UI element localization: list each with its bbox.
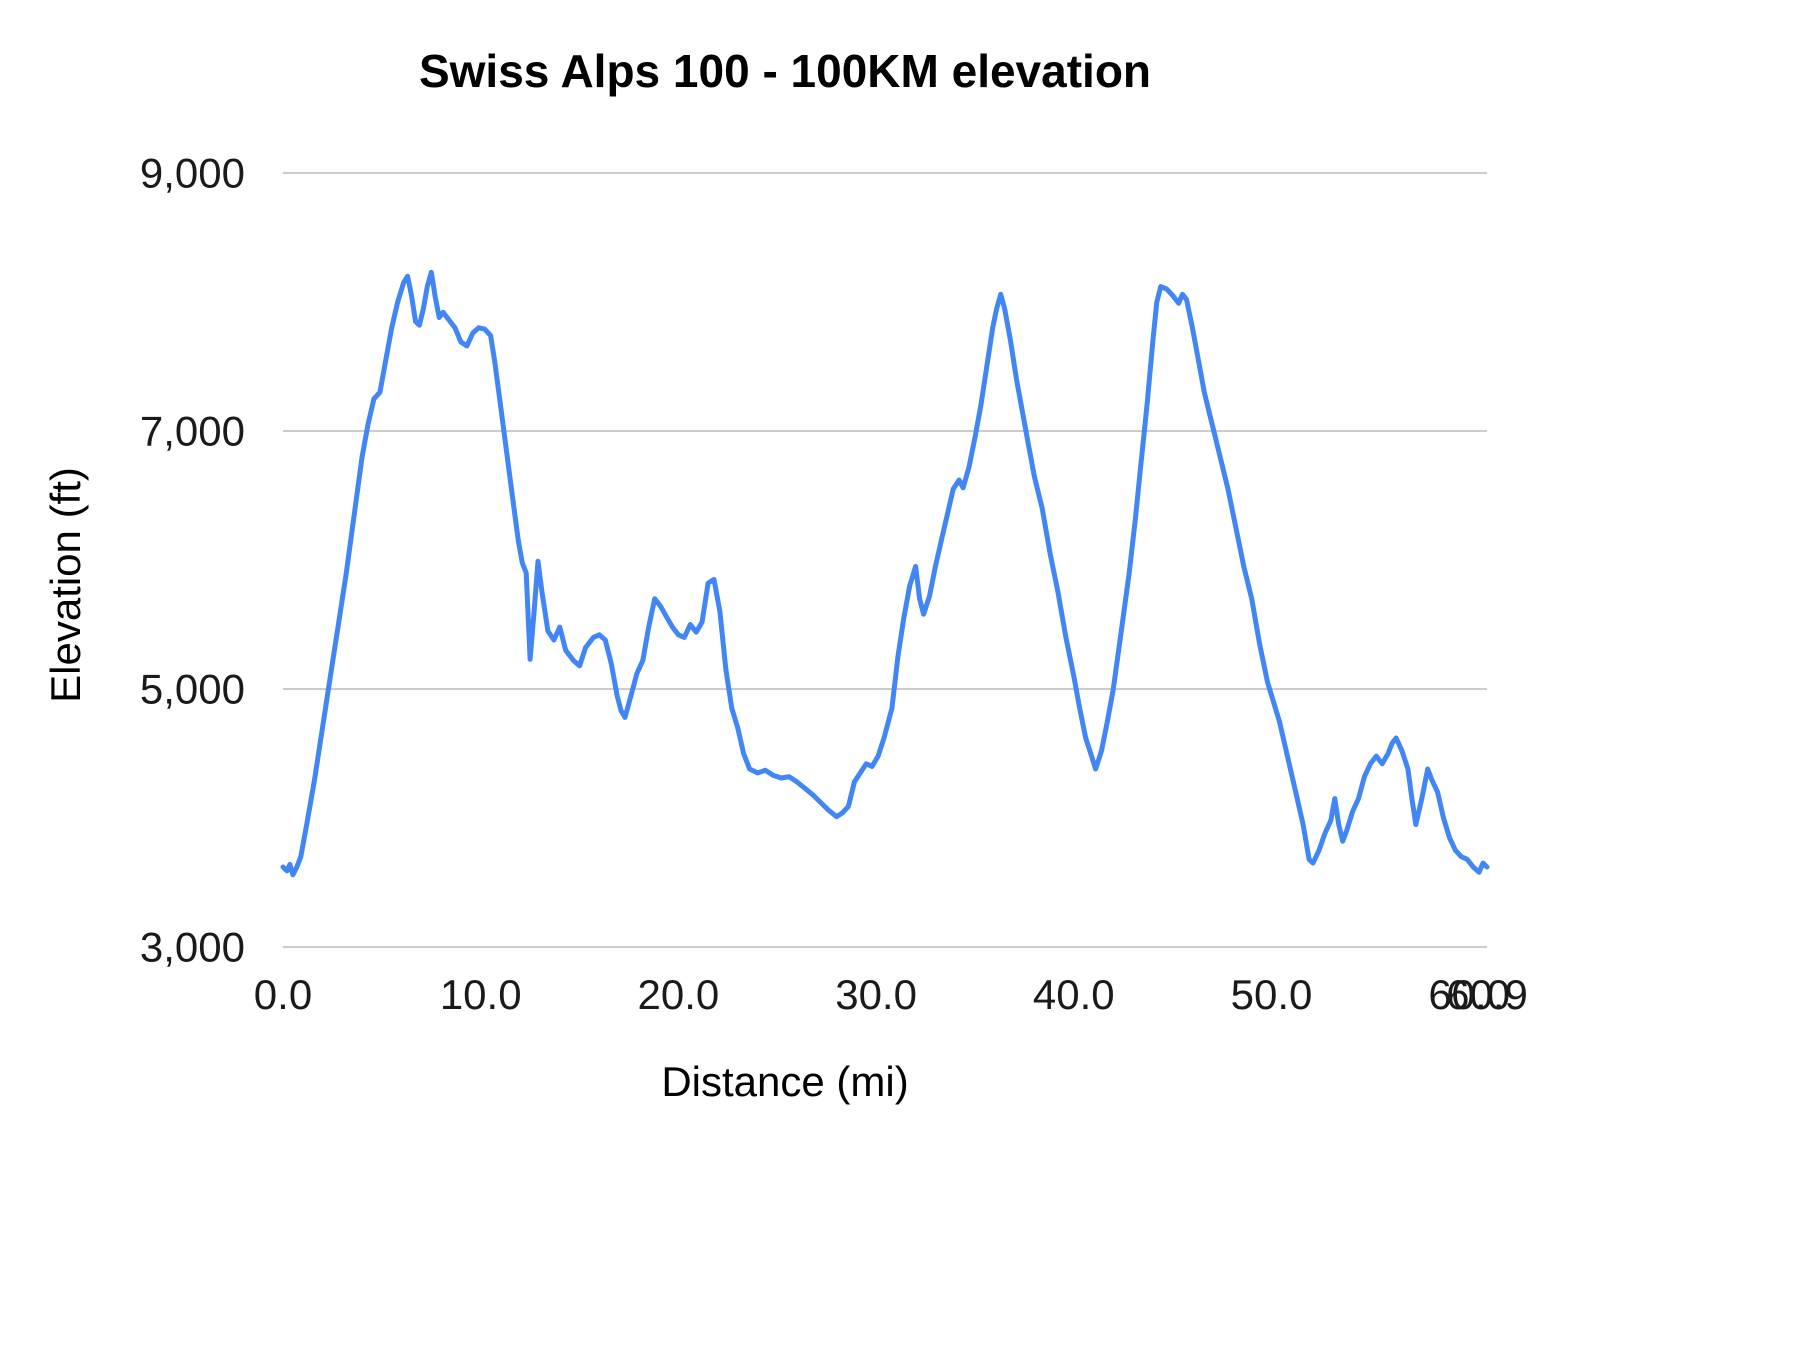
x-tick-label: 30.0 bbox=[835, 971, 917, 1018]
x-axis-title: Distance (mi) bbox=[661, 1058, 909, 1105]
x-tick-label: 0.0 bbox=[254, 971, 312, 1018]
x-tick-label: 60.9 bbox=[1446, 971, 1528, 1018]
elevation-series-line bbox=[280, 269, 1490, 878]
y-tick-label: 7,000 bbox=[140, 408, 245, 455]
y-tick-label: 9,000 bbox=[140, 150, 245, 197]
x-tick-label: 40.0 bbox=[1033, 971, 1115, 1018]
y-tick-label: 5,000 bbox=[140, 666, 245, 713]
x-tick-label: 20.0 bbox=[638, 971, 720, 1018]
chart-title: Swiss Alps 100 - 100KM elevation bbox=[418, 45, 1152, 97]
x-tick-label: 10.0 bbox=[440, 971, 522, 1018]
x-tick-label: 60.0 bbox=[1428, 971, 1510, 1018]
y-tick-label: 3,000 bbox=[140, 924, 245, 971]
x-tick-label: 50.0 bbox=[1231, 971, 1313, 1018]
